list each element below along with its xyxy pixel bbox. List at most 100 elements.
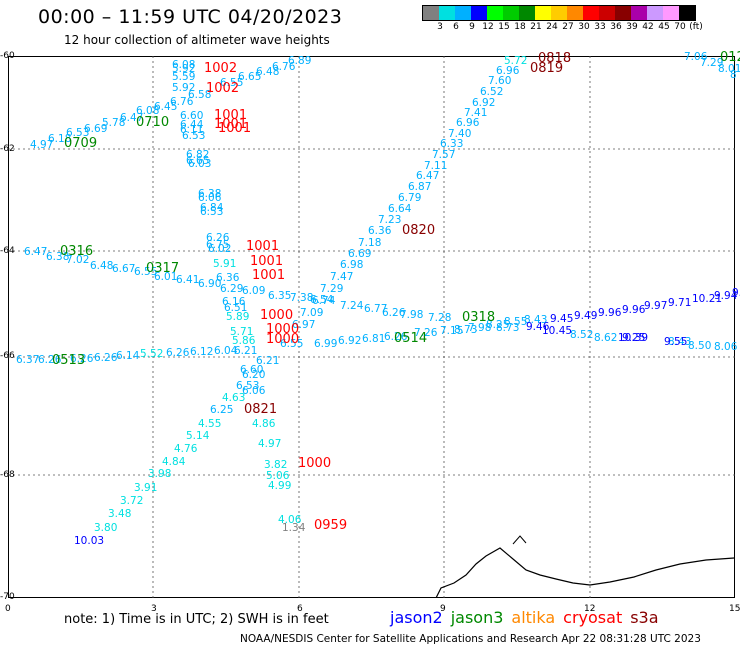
wave-height-reading: 6.36 xyxy=(216,272,240,284)
wave-height-reading: 5.14 xyxy=(186,430,210,442)
legend-label: 36 xyxy=(610,22,622,32)
satellite-name-cryosat: cryosat xyxy=(563,608,623,627)
wave-height-reading: 6.48 xyxy=(90,260,114,272)
wave-height-reading: 6.47 xyxy=(416,170,440,182)
wave-height-reading: 4.55 xyxy=(198,418,222,430)
wave-height-reading: 4.86 xyxy=(252,418,276,430)
legend-label: 15 xyxy=(498,22,510,32)
wave-height-reading: 7.29 xyxy=(700,57,724,69)
wave-height-reading: 6.29 xyxy=(220,283,244,295)
legend-label: 6 xyxy=(453,22,459,32)
legend-label: 33 xyxy=(594,22,606,32)
legend-swatch xyxy=(439,6,455,20)
track-time-label: 0318 xyxy=(462,310,496,325)
wave-height-reading: 3.82 xyxy=(264,459,288,471)
track-time-label: 1001 xyxy=(214,108,248,123)
legend-swatch xyxy=(423,6,439,20)
legend-swatch xyxy=(567,6,583,20)
wave-height-reading: 6.75 xyxy=(206,239,230,251)
track-time-label: 0514 xyxy=(394,331,428,346)
y-tick-60: -60 xyxy=(0,51,15,61)
wave-height-reading: 6.26 xyxy=(166,347,190,359)
wave-height-reading: 6.25 xyxy=(210,404,234,416)
legend-swatch xyxy=(455,6,471,20)
wave-height-reading: 5.52 xyxy=(140,348,164,360)
wave-height-reading: 6.02 xyxy=(208,243,232,255)
y-tick-62: -62 xyxy=(0,144,15,154)
y-tick-70: -70 xyxy=(0,592,15,602)
wave-height-reading: 6.76 xyxy=(272,61,296,73)
wave-height-reading: 6.55 xyxy=(280,338,304,350)
wave-height-reading: 7.23 xyxy=(378,214,402,226)
wave-height-reading: 6.33 xyxy=(440,138,464,150)
wave-height-reading: 6.06 xyxy=(198,192,222,204)
wave-height-reading: 8.01 xyxy=(718,63,740,75)
wave-height-reading: 6.96 xyxy=(496,65,520,77)
wave-height-reading: 7.06 xyxy=(684,51,708,63)
legend-label: 12 xyxy=(482,22,494,32)
track-time-label: 1000 xyxy=(298,456,332,471)
track-time-label: 1000 xyxy=(266,332,300,347)
wave-height-reading: 3.72 xyxy=(120,495,144,507)
track-time-label: 0819 xyxy=(530,61,564,76)
track-time-label: 0820 xyxy=(402,223,436,238)
wave-height-reading: 6.67 xyxy=(112,263,136,275)
wave-height-reading: 9.49 xyxy=(732,287,740,299)
wave-height-reading: 7.24 xyxy=(340,300,364,312)
legend-swatch xyxy=(535,6,551,20)
track-time-label: 1001 xyxy=(214,117,248,132)
wave-height-reading: 7.28 xyxy=(428,312,452,324)
wave-height-reading: 5.06 xyxy=(266,470,290,482)
legend-swatch xyxy=(663,6,679,20)
wave-height-reading: 7.40 xyxy=(448,128,472,140)
wave-height-reading: 10.03 xyxy=(74,535,105,547)
legend-swatch xyxy=(551,6,567,20)
wave-height-reading: 6.76 xyxy=(170,96,194,108)
wave-height-reading: 6.54 xyxy=(310,294,334,306)
legend-swatch xyxy=(615,6,631,20)
wave-height-reading: 6.97 xyxy=(292,319,316,331)
wave-height-reading: 9.46 xyxy=(526,321,550,333)
track-time-label: 1000 xyxy=(260,308,294,323)
wave-height-reading: 6.26 xyxy=(94,352,118,364)
wave-height-reading: 7.18 xyxy=(358,237,382,249)
satellite-name-altika: altika xyxy=(511,608,556,627)
wave-height-reading: 6.79 xyxy=(398,192,422,204)
wave-height-reading: 10.39 xyxy=(618,332,649,344)
wave-height-reading: 7.47 xyxy=(330,271,354,283)
wave-height-reading: 9.94 xyxy=(714,290,738,302)
wave-height-reading: 6.08 xyxy=(172,59,196,71)
wave-height-reading: 4.76 xyxy=(174,443,198,455)
wave-height-reading: 6.38 xyxy=(46,251,70,263)
wave-height-reading: 4.63 xyxy=(222,392,246,404)
wave-height-reading: 6.38 xyxy=(198,188,222,200)
wave-height-reading: 3.98 xyxy=(148,468,172,480)
track-time-label: 0709 xyxy=(64,136,98,151)
wave-height-reading: 6.60 xyxy=(180,110,204,122)
wave-height-reading: 7.15 xyxy=(440,325,464,337)
credit-text: NOAA/NESDIS Center for Satellite Applica… xyxy=(240,633,701,645)
legend-swatch xyxy=(487,6,503,20)
satellite-legend: jason2 jason3 altika cryosat s3a xyxy=(390,608,667,627)
antarctic-coastline xyxy=(435,547,735,598)
wave-height-reading: 7.26 xyxy=(414,327,438,339)
wave-height-reading: 5.59 xyxy=(172,71,196,83)
wave-height-reading: 7.11 xyxy=(424,160,448,172)
legend-swatches xyxy=(422,5,696,21)
grid-lines xyxy=(8,56,735,598)
wave-height-reading: 3.48 xyxy=(108,508,132,520)
wave-height-reading: 6.26 xyxy=(70,353,94,365)
wave-height-reading: 6.64 xyxy=(388,203,412,215)
wave-height-reading: 5.89 xyxy=(226,311,250,323)
wave-height-reading: 5.92 xyxy=(172,63,196,75)
wave-height-reading: 6.35 xyxy=(268,290,292,302)
wave-height-reading: 6.47 xyxy=(24,246,48,258)
legend-label: 9 xyxy=(469,22,475,32)
wave-height-reading: 9.71 xyxy=(668,297,692,309)
wave-height-reading: 7.29 xyxy=(320,283,344,295)
track-time-label: 1002 xyxy=(204,61,238,76)
wave-height-reading: 7.57 xyxy=(432,149,456,161)
wave-height-reading: 5.91 xyxy=(213,258,237,270)
wave-height-reading: 6.04 xyxy=(214,345,238,357)
wave-height-reading: 9.96 xyxy=(598,307,622,319)
